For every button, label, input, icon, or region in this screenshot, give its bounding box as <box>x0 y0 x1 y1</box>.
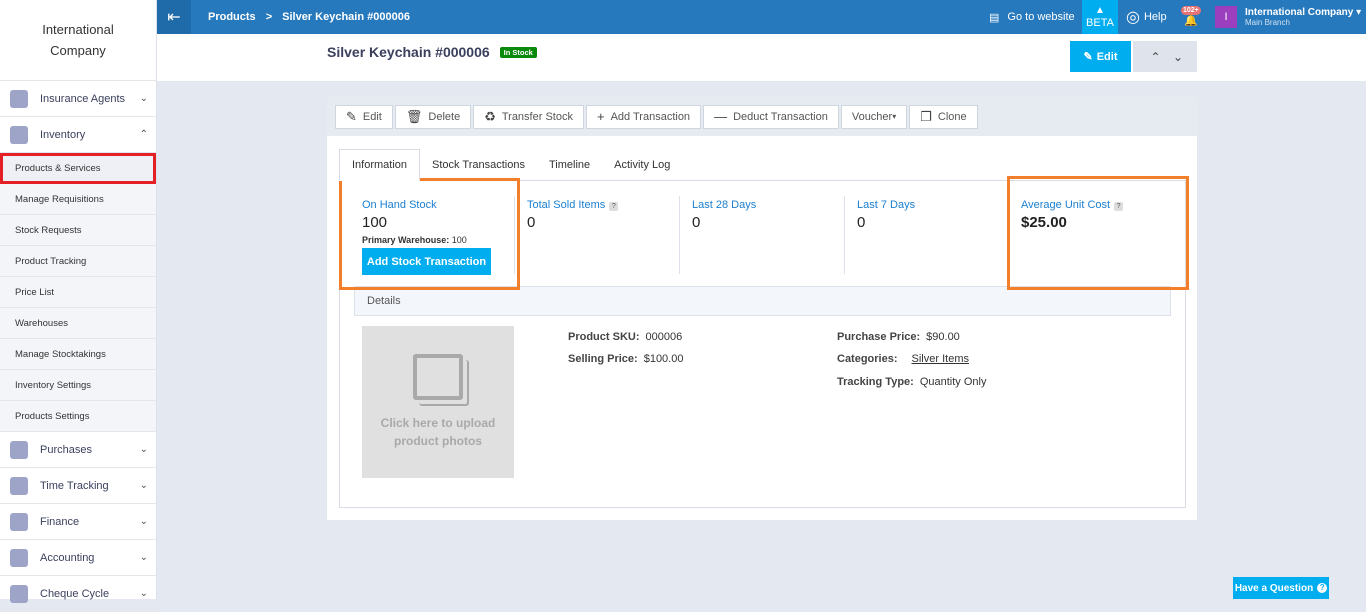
sidebar-item-accounting[interactable]: Accounting ⌄ <box>0 540 156 576</box>
help-icon[interactable]: ? <box>609 202 619 211</box>
trash-icon: 🗑 <box>405 108 423 124</box>
chevron-down-icon: ⌄ <box>139 93 148 104</box>
pencil-icon: ✎ <box>1083 51 1093 63</box>
tab-stock-transactions[interactable]: Stock Transactions <box>432 159 525 171</box>
minus-icon: — <box>714 109 728 124</box>
sidebar-item-products-services[interactable]: Products & Services <box>0 153 156 184</box>
box-icon <box>10 125 28 144</box>
chevron-down-icon: ⌄ <box>139 444 148 455</box>
transfer-stock-button[interactable]: ♻ Transfer Stock <box>473 104 584 129</box>
top-bar: ⇤ Products > Silver Keychain #000006 ▤ Go… <box>157 0 1366 34</box>
beta-button[interactable]: ▲ BETA <box>1082 0 1118 34</box>
pencil-icon: ✎ <box>346 108 357 124</box>
tab-activity-log[interactable]: Activity Log <box>614 159 671 171</box>
last-28-days-stat: Last 28 Days 0 <box>692 199 757 231</box>
status-badge: In Stock <box>499 46 537 58</box>
highlight-average-unit-cost <box>1007 176 1189 290</box>
notifications-button[interactable]: 102+ 🔔 <box>1181 0 1201 34</box>
notification-count: 102+ <box>1181 6 1201 15</box>
have-a-question-button[interactable]: Have a Question? <box>1233 577 1329 599</box>
sidebar-item-stock-requests[interactable]: Stock Requests <box>0 215 156 246</box>
sidebar-item-insurance-agents[interactable]: Insurance Agents ⌄ <box>0 81 156 117</box>
chevron-up-icon: ⌃ <box>1150 49 1161 64</box>
images-icon <box>413 354 463 400</box>
divider <box>514 196 515 274</box>
question-icon: ? <box>1317 583 1328 593</box>
sidebar-item-warehouses[interactable]: Warehouses <box>0 308 156 339</box>
average-unit-cost-stat: Average Unit Cost? $25.00 <box>1021 199 1124 274</box>
rocket-icon: ▲ <box>1095 4 1105 16</box>
divider <box>679 196 680 274</box>
lifebuoy-icon: ◎ <box>1126 9 1140 26</box>
next-button[interactable]: ⌄ <box>1159 41 1197 72</box>
help-icon[interactable]: ? <box>1114 202 1124 211</box>
sidebar-item-price-list[interactable]: Price List <box>0 277 156 308</box>
sidebar-item-inventory-settings[interactable]: Inventory Settings <box>0 370 156 401</box>
sidebar-item-manage-stocktakings[interactable]: Manage Stocktakings <box>0 339 156 370</box>
money-icon <box>10 548 28 567</box>
details-heading: Details <box>354 286 1171 316</box>
sidebar-item-inventory[interactable]: Inventory ⌃ <box>0 117 156 153</box>
copy-icon: ❐ <box>920 108 932 124</box>
caret-down-icon: ▾ <box>892 112 897 121</box>
recycle-icon: ♻ <box>484 108 496 124</box>
breadcrumb-separator: > <box>265 11 273 23</box>
delete-button[interactable]: 🗑 Delete <box>394 104 472 129</box>
tab-timeline[interactable]: Timeline <box>548 159 591 171</box>
product-card: ✎ Edit 🗑 Delete ♻ Transfer Stock + Add Trans… <box>327 97 1197 520</box>
sidebar-item-products-settings[interactable]: Products Settings <box>0 401 156 432</box>
clone-button[interactable]: ❐ Clone <box>909 104 978 129</box>
toolbar-edit-button[interactable]: ✎ Edit <box>335 104 393 129</box>
total-sold-stat: Total Sold Items? 0 <box>527 199 619 274</box>
category-link[interactable]: Silver Items <box>911 353 969 365</box>
help-button[interactable]: ◎ Help <box>1126 9 1167 26</box>
clock-icon <box>10 476 28 495</box>
collapse-sidebar-icon[interactable]: ⇤ <box>157 0 191 34</box>
tab-information[interactable]: Information <box>339 149 421 181</box>
deduct-transaction-button[interactable]: — Deduct Transaction <box>703 104 839 129</box>
store-icon: ▤ <box>989 11 1000 24</box>
safe-icon <box>10 512 28 531</box>
last-7-days-stat: Last 7 Days 0 <box>857 199 916 231</box>
shield-icon <box>10 89 28 108</box>
information-panel: On Hand Stock 100 Primary Warehouse: 100… <box>339 180 1186 508</box>
add-stock-transaction-button[interactable]: Add Stock Transaction <box>362 248 491 275</box>
chevron-down-icon: ⌄ <box>139 480 148 491</box>
avatar: I <box>1215 6 1237 28</box>
breadcrumb: Products > Silver Keychain #000006 <box>208 0 410 34</box>
tabs: Information Stock Transactions Timeline … <box>339 149 682 181</box>
sidebar-item-time-tracking[interactable]: Time Tracking ⌄ <box>0 468 156 504</box>
sidebar-item-finance[interactable]: Finance ⌄ <box>0 504 156 540</box>
on-hand-stock-stat: On Hand Stock 100 Primary Warehouse: 100… <box>362 199 491 275</box>
chevron-up-icon: ⌃ <box>139 129 148 140</box>
divider <box>844 196 845 274</box>
chevron-down-icon: ⌄ <box>139 552 148 563</box>
sidebar-item-purchases[interactable]: Purchases ⌄ <box>0 432 156 468</box>
action-toolbar: ✎ Edit 🗑 Delete ♻ Transfer Stock + Add Trans… <box>327 97 1197 136</box>
go-to-website-link[interactable]: ▤ Go to website <box>989 11 1075 24</box>
chevron-down-icon: ⌄ <box>139 588 148 599</box>
truck-icon <box>10 440 28 459</box>
sidebar-item-manage-requisitions[interactable]: Manage Requisitions <box>0 184 156 215</box>
chevron-down-icon: ⌄ <box>1172 49 1184 64</box>
upload-photo-area[interactable]: Click here to upload product photos <box>362 326 514 478</box>
edit-button[interactable]: ✎ Edit <box>1070 41 1131 72</box>
sidebar-item-product-tracking[interactable]: Product Tracking <box>0 246 156 277</box>
user-menu[interactable]: I International Company ▾ Main Branch <box>1215 0 1361 34</box>
breadcrumb-products[interactable]: Products <box>208 11 256 23</box>
plus-icon: + <box>596 109 605 124</box>
chevron-down-icon: ⌄ <box>139 516 148 527</box>
add-transaction-button[interactable]: + Add Transaction <box>585 104 702 129</box>
voucher-dropdown[interactable]: Voucher ▾ <box>840 104 908 129</box>
page-title: Silver Keychain #000006 <box>327 44 490 60</box>
sidebar: International Company Insurance Agents ⌄ … <box>0 0 157 612</box>
sidebar-item-cheque-cycle[interactable]: Cheque Cycle ⌄ <box>0 576 156 612</box>
company-logo[interactable]: International Company <box>0 0 156 81</box>
cheque-icon <box>10 584 28 603</box>
highlight-on-hand-stock <box>339 178 520 290</box>
breadcrumb-current: Silver Keychain #000006 <box>282 11 410 23</box>
bell-icon: 🔔 <box>1184 15 1198 27</box>
